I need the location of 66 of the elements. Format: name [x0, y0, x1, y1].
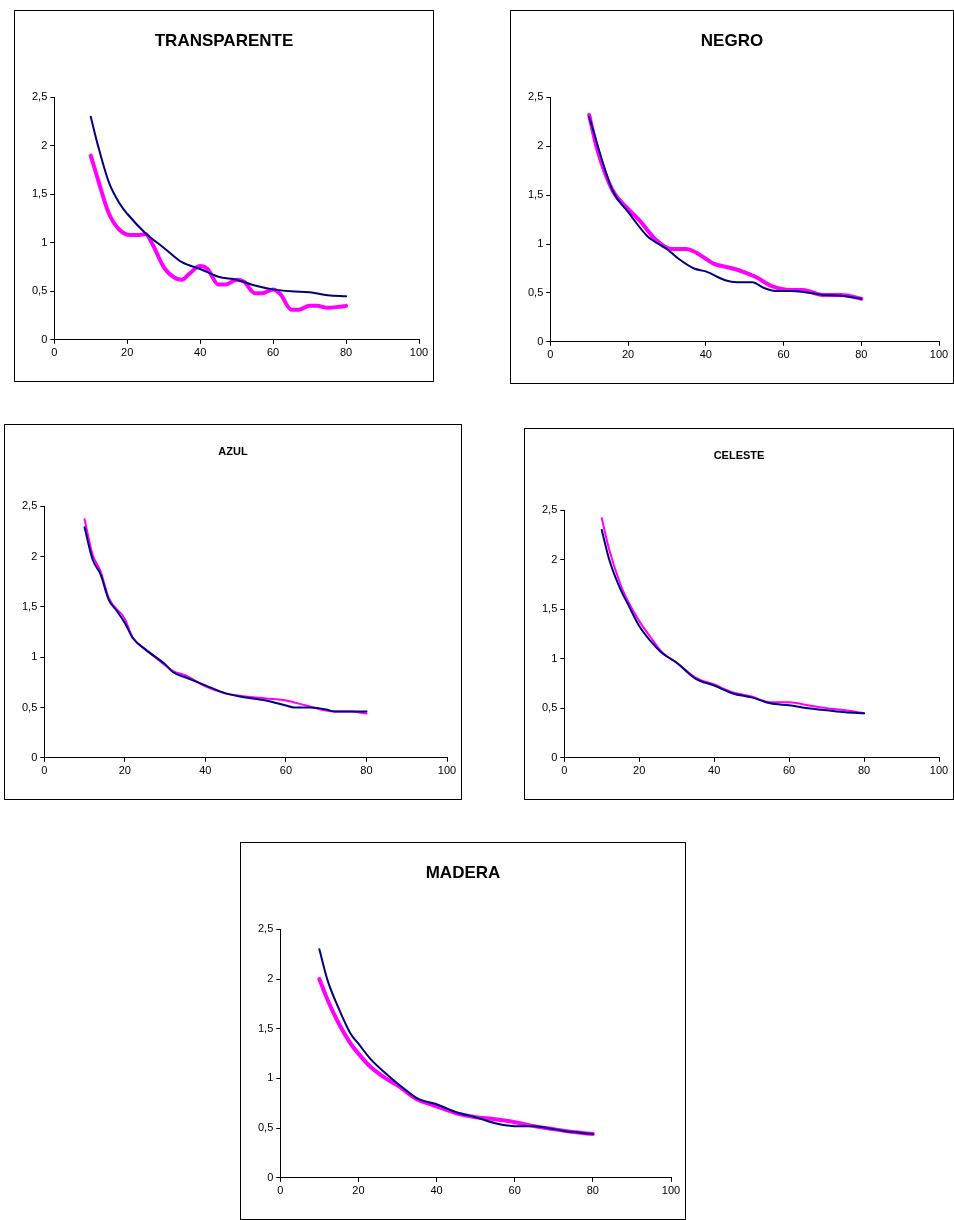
x-tick-label: 40	[708, 764, 721, 777]
x-tick-label: 20	[352, 1184, 365, 1197]
x-tick-label: 80	[855, 348, 868, 361]
y-tick-label: 1	[537, 237, 544, 250]
x-tick-label: 60	[508, 1184, 521, 1197]
line-series	[88, 153, 349, 312]
x-tick-label: 40	[199, 764, 212, 777]
y-tick-label: 0	[41, 332, 48, 345]
x-tick-label: 100	[661, 1184, 681, 1197]
y-tick-label: 1	[551, 651, 558, 664]
line-series	[89, 115, 348, 298]
y-tick-label: 0,5	[21, 700, 38, 713]
y-tick-label: 0	[551, 750, 558, 763]
y-tick-label: 1,5	[21, 599, 38, 612]
x-tick-label: 80	[339, 346, 353, 359]
x-tick-label: 60	[777, 348, 790, 361]
x-tick-label: 40	[430, 1184, 443, 1197]
x-tick-label: 40	[194, 346, 207, 359]
y-tick-label: 2	[267, 972, 274, 985]
y-tick-label: 0	[537, 334, 544, 347]
line-series	[318, 948, 594, 1136]
y-tick-label: 2,5	[21, 499, 38, 512]
y-tick-label: 1	[41, 235, 48, 248]
x-tick-label: 100	[929, 348, 949, 361]
x-tick-label: 20	[118, 764, 131, 777]
x-tick-label: 80	[360, 764, 373, 777]
x-tick-label: 0	[561, 764, 568, 777]
x-tick-label: 0	[277, 1184, 284, 1197]
y-tick-label: 1,5	[257, 1021, 274, 1034]
y-tick-label: 0,5	[257, 1121, 274, 1134]
chart-title: AZUL	[218, 444, 248, 457]
y-tick-label: 1,5	[527, 188, 544, 201]
chart-title: TRANSPARENTE	[154, 30, 294, 50]
x-tick-label: 20	[633, 764, 646, 777]
y-tick-label: 2	[551, 552, 558, 565]
y-tick-label: 2	[537, 139, 544, 152]
x-tick-label: 80	[586, 1184, 599, 1197]
y-tick-label: 0,5	[541, 701, 558, 714]
y-tick-label: 2	[41, 138, 48, 151]
x-tick-label: 100	[929, 764, 949, 777]
y-tick-label: 0	[267, 1170, 274, 1183]
y-tick-label: 1,5	[541, 602, 558, 615]
x-tick-label: 60	[266, 346, 280, 359]
x-tick-label: 60	[782, 764, 796, 777]
x-tick-label: 0	[51, 346, 58, 359]
y-tick-label: 1	[267, 1071, 274, 1084]
x-tick-label: 20	[121, 346, 134, 359]
y-tick-label: 0,5	[31, 284, 48, 297]
y-tick-label: 2	[31, 549, 38, 562]
y-tick-label: 1,5	[31, 187, 48, 200]
x-tick-label: 40	[699, 348, 712, 361]
y-tick-label: 0,5	[527, 285, 544, 298]
x-tick-label: 100	[409, 346, 429, 359]
y-tick-label: 0	[31, 750, 38, 763]
x-tick-label: 100	[437, 764, 457, 777]
y-tick-label: 2,5	[541, 503, 558, 516]
x-tick-label: 20	[621, 348, 635, 361]
x-tick-label: 80	[857, 764, 871, 777]
x-tick-label: 60	[279, 764, 293, 777]
chart-title: MADERA	[425, 862, 501, 882]
chart-title: NEGRO	[700, 30, 764, 50]
y-tick-label: 2,5	[31, 90, 48, 103]
chart-title: CELESTE	[713, 448, 765, 461]
y-tick-label: 2,5	[527, 90, 544, 103]
y-tick-label: 2,5	[257, 922, 274, 935]
y-tick-label: 1	[31, 650, 38, 663]
